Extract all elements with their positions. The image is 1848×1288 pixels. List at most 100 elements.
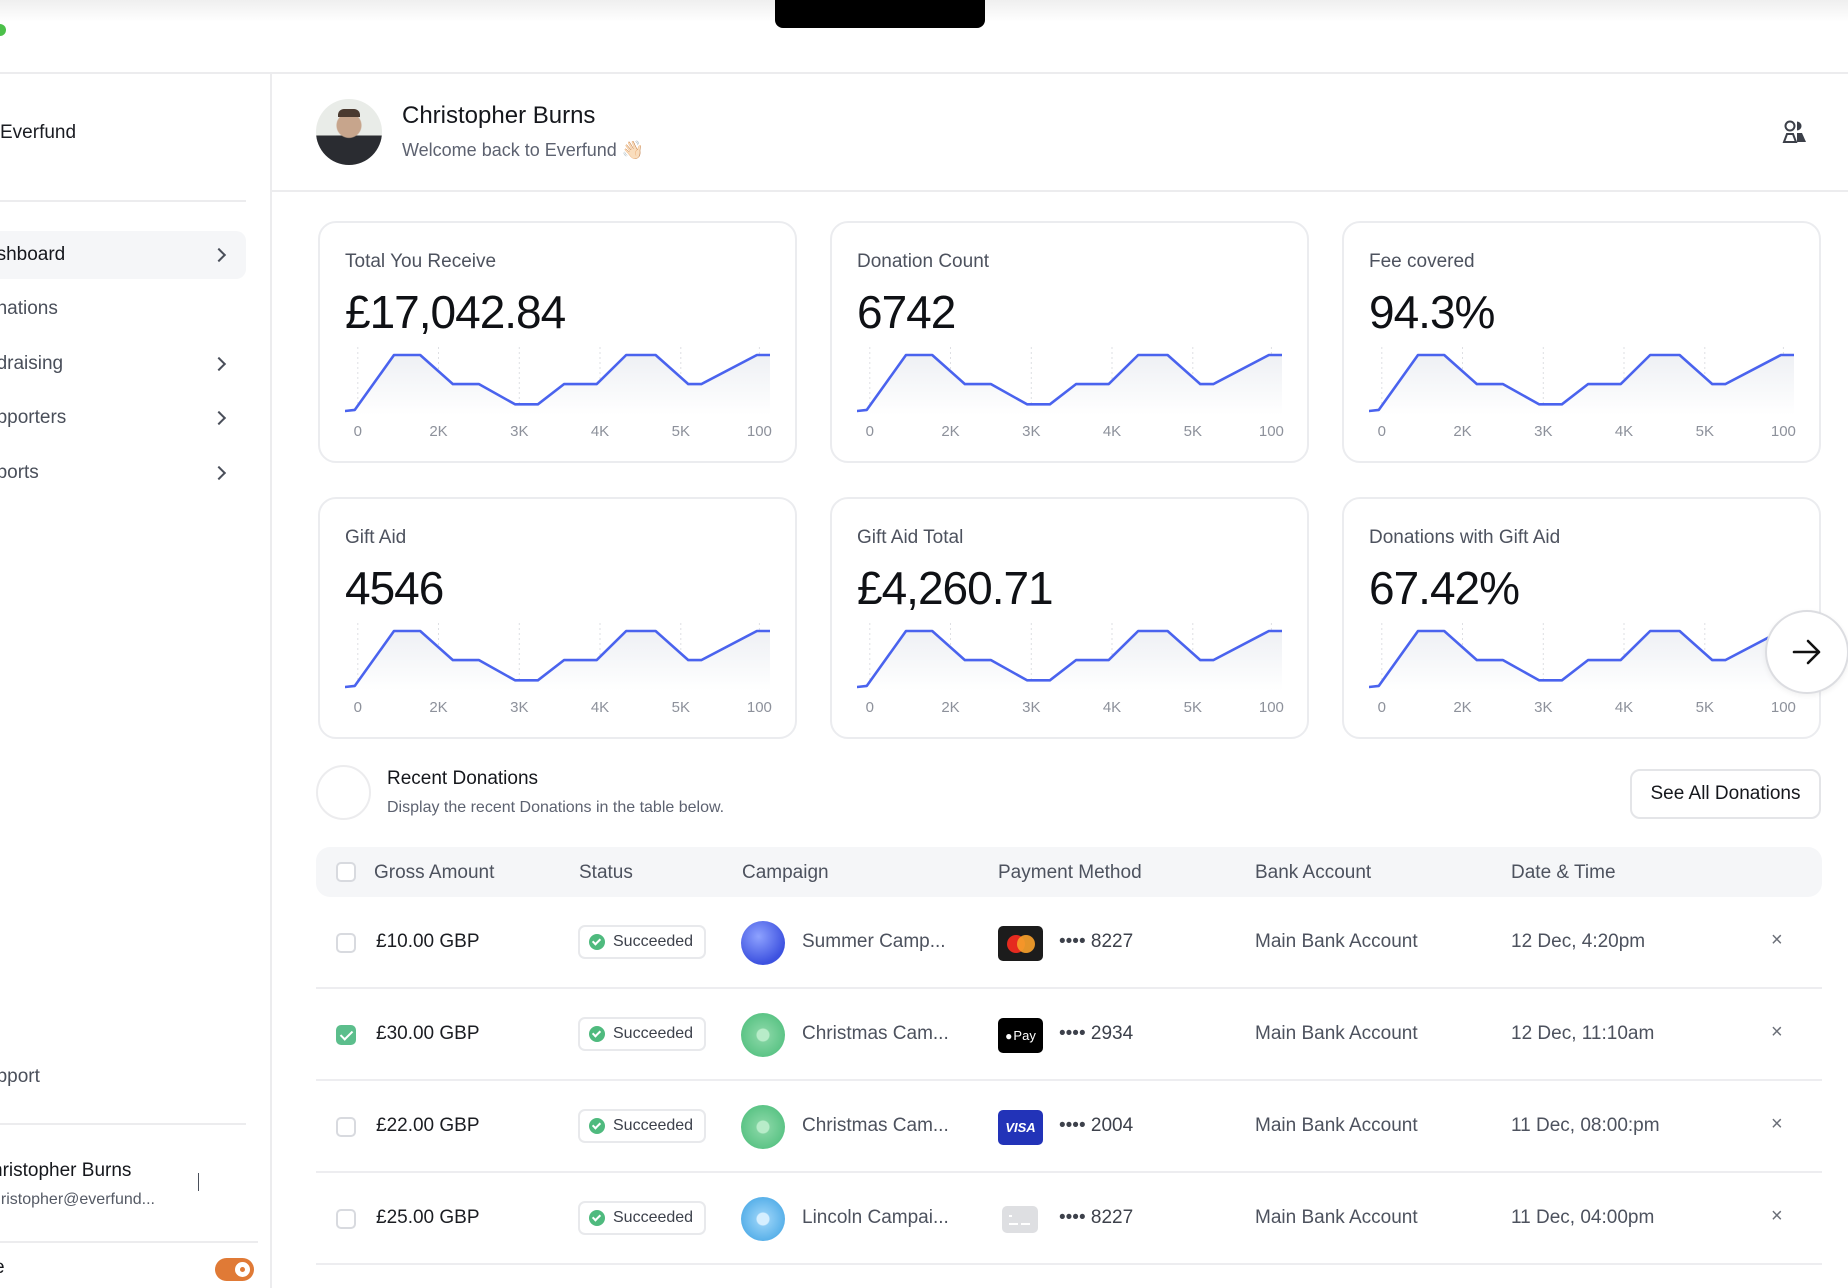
x-axis-ticks: 0 2K 3K 4K 5K 100 <box>345 423 772 443</box>
gross-amount: £10.00 GBP <box>376 931 480 952</box>
sidebar-support-link[interactable]: upport <box>0 1066 40 1087</box>
sidebar-item-supporters[interactable]: upporters <box>0 394 246 442</box>
stat-title: Donations with Gift Aid <box>1369 527 1561 548</box>
sparkline-chart <box>857 347 1282 415</box>
x-tick-label: 5K <box>671 699 690 716</box>
campaign-icon <box>741 921 785 965</box>
check-circle-icon <box>589 1118 605 1134</box>
check-circle-icon <box>589 1210 605 1226</box>
stat-title: Total You Receive <box>345 251 497 272</box>
date-time: 12 Dec, 11:10am <box>1511 1023 1655 1044</box>
column-header-payment-method[interactable]: Payment Method <box>998 862 1142 883</box>
x-tick-label: 4K <box>1102 423 1122 440</box>
sidebar-item-label: ndraising <box>0 353 64 374</box>
campaign-icon <box>741 1013 785 1057</box>
card-last-digits: •••• 2934 <box>1059 1023 1134 1044</box>
visa-icon: VISA <box>998 1110 1043 1145</box>
status-text: Succeeded <box>613 1025 694 1042</box>
stat-card-gift-aid-total: Gift Aid Total £4,260.71 0 2K 3K 4K 5K 100 <box>830 497 1309 739</box>
gross-amount: £30.00 GBP <box>376 1023 480 1044</box>
arrow-right-icon <box>1792 639 1821 665</box>
sidebar-divider <box>0 1123 246 1125</box>
chevron-right-icon <box>211 465 227 481</box>
x-tick-label: 4K <box>590 699 610 716</box>
campaign-name[interactable]: Christmas Cam... <box>802 1115 949 1136</box>
x-tick-label: 100 <box>1770 699 1796 716</box>
table-row[interactable]: £25.00 GBP Succeeded Lincoln Campai... •… <box>316 1173 1822 1265</box>
check-circle-icon <box>589 1026 605 1042</box>
sidebar-item-label: ashboard <box>0 244 66 265</box>
x-tick-label: 100 <box>1770 423 1796 440</box>
stat-card-fee-covered: Fee covered 94.3% 0 2K 3K 4K 5K 100 <box>1342 221 1821 463</box>
x-tick-label: 3K <box>1022 699 1041 716</box>
toggle-label: e <box>0 1257 5 1279</box>
campaign-name[interactable]: Lincoln Campai... <box>802 1207 949 1228</box>
next-stats-button[interactable] <box>1765 610 1848 694</box>
x-axis-ticks: 0 2K 3K 4K 5K 100 <box>857 699 1284 719</box>
campaign-name[interactable]: Summer Camp... <box>802 931 946 952</box>
x-tick-label: 3K <box>510 699 529 716</box>
status-badge: Succeeded <box>578 1109 707 1143</box>
remove-row-button[interactable]: × <box>1771 1113 1783 1135</box>
x-tick-label: 3K <box>1534 699 1553 716</box>
status-text: Succeeded <box>613 933 694 950</box>
visa-text: VISA <box>1005 1120 1036 1135</box>
column-header-campaign[interactable]: Campaign <box>742 862 829 883</box>
select-all-checkbox[interactable] <box>336 862 356 882</box>
stat-title: Gift Aid Total <box>857 527 964 548</box>
x-tick-label: 5K <box>1695 699 1714 716</box>
row-checkbox[interactable] <box>336 933 356 953</box>
user-menu-chevron[interactable] <box>198 1173 203 1192</box>
sparkline-chart <box>1369 347 1794 415</box>
x-axis-ticks: 0 2K 3K 4K 5K 100 <box>857 423 1284 443</box>
sidebar-item-label: onations <box>0 298 58 319</box>
people-icon[interactable] <box>1780 120 1808 144</box>
apple-pay-icon: ● Pay <box>998 1018 1043 1053</box>
table-row[interactable]: £10.00 GBP Succeeded Summer Camp... ••••… <box>316 897 1822 989</box>
remove-row-button[interactable]: × <box>1771 1021 1783 1043</box>
stat-card-gift-aid: Gift Aid 4546 0 2K 3K 4K 5K 100 <box>318 497 797 739</box>
welcome-message: Welcome back to Everfund 👋🏻 <box>402 140 645 160</box>
column-header-date-time[interactable]: Date & Time <box>1511 862 1616 883</box>
sidebar-item-reports[interactable]: eports <box>0 449 246 497</box>
column-header-gross-amount[interactable]: Gross Amount <box>374 862 495 883</box>
row-checkbox[interactable] <box>336 1117 356 1137</box>
gross-amount: £25.00 GBP <box>376 1207 480 1228</box>
stat-card-total-you-receive: Total You Receive £17,042.84 0 2K 3K 4K 5K 10… <box>318 221 797 463</box>
card-last-digits: •••• 8227 <box>1059 1207 1134 1228</box>
section-subtitle: Display the recent Donations in the tabl… <box>387 799 725 816</box>
column-header-status[interactable]: Status <box>579 862 633 883</box>
sparkline-chart <box>857 623 1282 691</box>
remove-row-button[interactable]: × <box>1771 1205 1783 1227</box>
mode-toggle[interactable] <box>215 1258 254 1281</box>
row-checkbox[interactable] <box>336 1209 356 1229</box>
stat-card-donations-with-gift-aid: Donations with Gift Aid 67.42% 0 2K 3K 4K 5K… <box>1342 497 1821 739</box>
user-email: hristopher@everfund... <box>0 1191 155 1208</box>
page-header: Christopher Burns Welcome back to Everfu… <box>272 74 1848 192</box>
column-header-bank-account[interactable]: Bank Account <box>1255 862 1372 883</box>
stat-title: Donation Count <box>857 251 990 272</box>
chevron-right-icon <box>211 356 227 372</box>
see-all-donations-button[interactable]: See All Donations <box>1630 769 1821 819</box>
x-tick-label: 0 <box>865 699 874 716</box>
window-top-bar <box>0 0 1848 74</box>
sidebar-item-donations[interactable]: onations <box>0 285 246 333</box>
row-checkbox[interactable] <box>336 1025 356 1045</box>
stat-title: Fee covered <box>1369 251 1475 272</box>
remove-row-button[interactable]: × <box>1771 929 1783 951</box>
table-row[interactable]: £22.00 GBP Succeeded Christmas Cam... VI… <box>316 1081 1822 1173</box>
x-tick-label: 5K <box>1695 423 1714 440</box>
sidebar-item-fundraising[interactable]: ndraising <box>0 340 246 388</box>
stat-value: 6742 <box>857 286 956 338</box>
window-status-dot <box>0 24 6 36</box>
avatar <box>316 99 382 165</box>
stat-card-donation-count: Donation Count 6742 0 2K 3K 4K 5K 100 <box>830 221 1309 463</box>
sidebar-item-dashboard[interactable]: ashboard <box>0 231 246 279</box>
status-text: Succeeded <box>613 1117 694 1134</box>
campaign-name[interactable]: Christmas Cam... <box>802 1023 949 1044</box>
stat-value: £17,042.84 <box>345 286 566 338</box>
status-text: Succeeded <box>613 1209 694 1226</box>
x-tick-label: 5K <box>671 423 690 440</box>
x-tick-label: 100 <box>746 423 772 440</box>
table-row[interactable]: £30.00 GBP Succeeded Christmas Cam... ● P… <box>316 989 1822 1081</box>
